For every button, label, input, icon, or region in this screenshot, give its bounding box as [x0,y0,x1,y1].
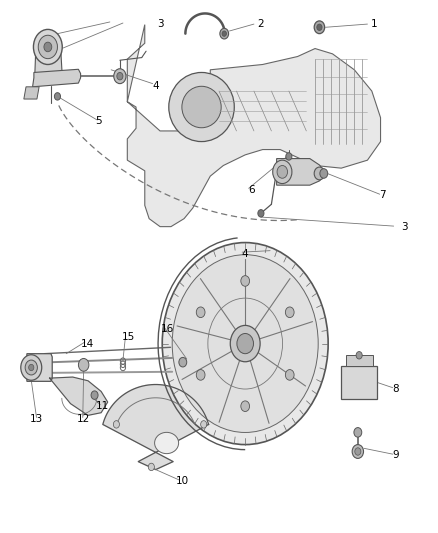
Text: 8: 8 [392,384,399,394]
Circle shape [354,427,362,437]
Text: 5: 5 [95,116,102,126]
Polygon shape [341,366,377,399]
Ellipse shape [169,72,234,142]
Circle shape [286,369,294,380]
Circle shape [277,165,288,178]
Text: 6: 6 [248,185,255,195]
Circle shape [21,355,42,380]
Circle shape [355,448,361,455]
Polygon shape [35,53,62,76]
Circle shape [25,360,37,375]
Circle shape [91,391,98,399]
Circle shape [38,35,57,59]
Text: 11: 11 [95,401,109,411]
Circle shape [352,445,364,458]
Text: 3: 3 [401,222,408,232]
Circle shape [241,276,250,286]
Circle shape [314,167,325,180]
Circle shape [241,401,250,411]
Text: 13: 13 [30,414,43,424]
Circle shape [196,369,205,380]
Circle shape [33,29,62,64]
Circle shape [320,168,328,178]
Circle shape [148,463,154,471]
Circle shape [117,72,123,80]
Circle shape [54,93,60,100]
Ellipse shape [155,432,179,454]
Circle shape [314,21,325,34]
Polygon shape [24,87,39,99]
Text: 15: 15 [122,332,135,342]
Text: 14: 14 [81,338,94,349]
Text: 12: 12 [77,414,90,424]
Text: 4: 4 [242,249,248,259]
Polygon shape [277,159,324,185]
Circle shape [78,359,89,371]
Circle shape [44,42,52,52]
Circle shape [201,421,207,428]
Circle shape [317,24,322,30]
Circle shape [196,307,205,318]
Ellipse shape [182,86,221,128]
Circle shape [258,209,264,217]
Circle shape [162,243,328,445]
Polygon shape [346,356,373,366]
Polygon shape [32,69,81,87]
Circle shape [286,307,294,318]
Text: 2: 2 [257,19,264,29]
Circle shape [273,160,292,183]
Circle shape [222,31,226,36]
Circle shape [356,352,362,359]
Circle shape [237,334,254,354]
Polygon shape [127,25,381,227]
Text: 9: 9 [392,450,399,460]
Text: 16: 16 [161,324,174,334]
Circle shape [28,365,34,370]
Circle shape [172,255,318,432]
Polygon shape [103,384,208,470]
Polygon shape [27,354,52,381]
Text: 1: 1 [371,19,377,29]
Circle shape [286,153,292,160]
Circle shape [230,326,260,362]
Circle shape [179,358,187,367]
Circle shape [113,421,120,428]
Circle shape [220,28,229,39]
Circle shape [114,69,126,84]
Text: 4: 4 [152,81,159,91]
Text: 7: 7 [379,190,386,200]
Text: 10: 10 [175,477,188,486]
Polygon shape [49,377,108,415]
Text: 3: 3 [157,19,163,29]
